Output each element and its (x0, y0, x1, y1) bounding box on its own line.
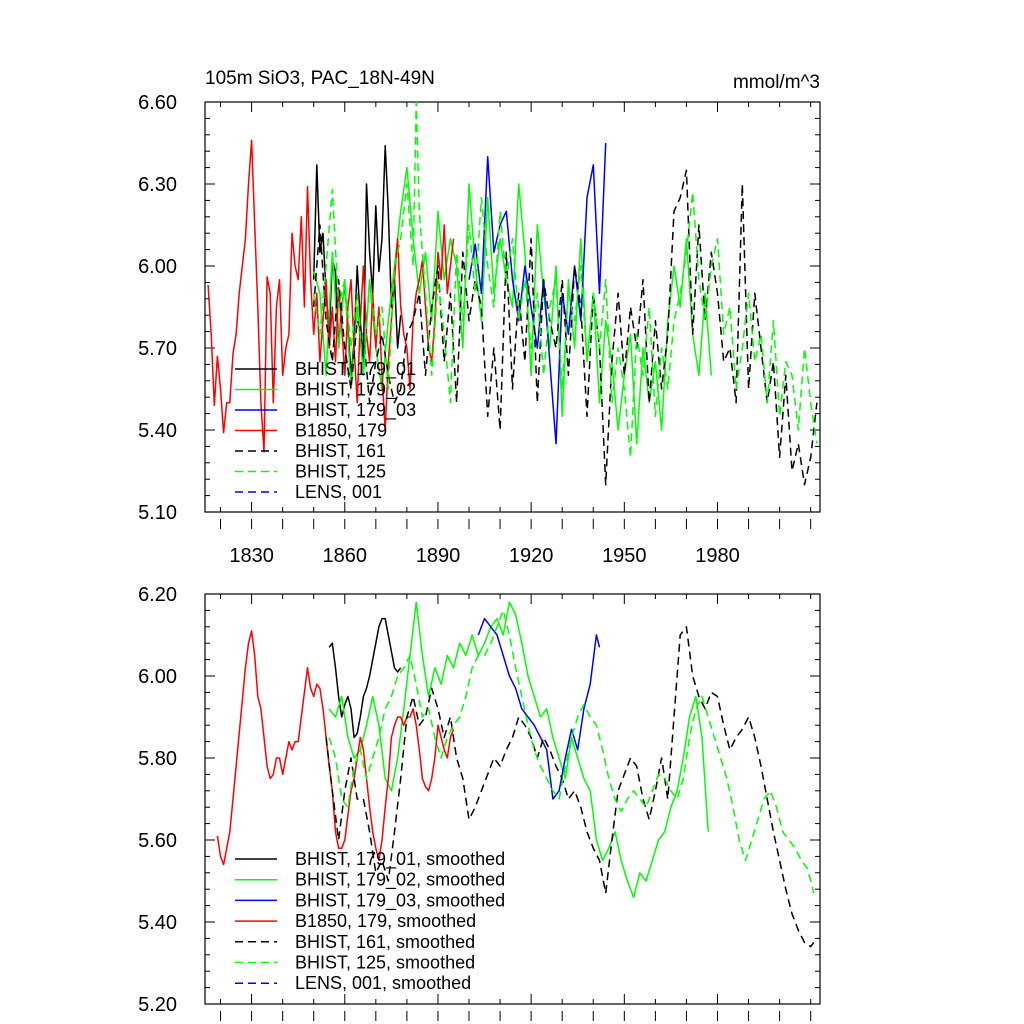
series-group (207, 102, 818, 486)
y-tick-label: 5.40 (138, 420, 177, 442)
series-line (328, 609, 815, 894)
legend-label: BHIST, 179_01 (295, 359, 416, 380)
series-line (328, 617, 402, 739)
series-line (216, 630, 455, 866)
x-tick-label: 1860 (323, 545, 368, 567)
legend-label: LENS, 001, smoothed (295, 973, 471, 993)
legend-label: BHIST, 161 (295, 441, 386, 461)
x-tick-label: 1950 (602, 545, 647, 567)
legend-label: BHIST, 179_03 (295, 400, 416, 421)
top-panel: 5.10 5.40 5.70 6.00 6.30 6.60 1830 1860 1890 1920… (138, 92, 821, 567)
legend-label: BHIST, 179_03, smoothed (295, 890, 505, 911)
y-tick-label: 6.20 (138, 584, 177, 606)
legend-label: BHIST, 125, smoothed (295, 953, 475, 973)
plot-frame (204, 593, 821, 1005)
series-line (312, 102, 818, 459)
x-tick-label: 1830 (229, 545, 274, 567)
x-tick-label: 1920 (509, 545, 554, 567)
legend-label: BHIST, 179_02 (295, 380, 416, 401)
series-line (468, 142, 607, 445)
legend-label: BHIST, 161, smoothed (295, 932, 475, 952)
legend-label: B1850, 179 (295, 421, 387, 441)
y-tick-label: 5.20 (138, 994, 177, 1016)
series-line (328, 601, 709, 899)
plot-frame (204, 101, 821, 513)
series-line (312, 166, 713, 445)
y-tick-label: 6.00 (138, 666, 177, 688)
series-line (312, 144, 402, 377)
y-tick-label: 5.10 (138, 502, 177, 524)
series-group (216, 601, 815, 948)
bottom-panel: 5.20 5.40 5.60 5.80 6.00 6.20 BHIST, 179_01, s… (138, 584, 821, 1021)
legend-label: BHIST, 125 (295, 462, 386, 482)
series-line (207, 139, 455, 453)
y-tick-label: 5.60 (138, 830, 177, 852)
y-tick-label: 5.70 (138, 338, 177, 360)
y-tick-label: 6.00 (138, 256, 177, 278)
y-tick-label: 5.80 (138, 748, 177, 770)
x-tick-label: 1980 (695, 545, 740, 567)
legend-label: BHIST, 179_02, smoothed (295, 870, 505, 891)
series-line (325, 626, 815, 948)
legend-label: BHIST, 179_01, smoothed (295, 849, 505, 870)
legend-label: LENS, 001 (295, 482, 382, 502)
series-line (477, 617, 601, 800)
legend-label: B1850, 179, smoothed (295, 911, 476, 931)
plot-title: 105m SiO3, PAC_18N-49N (205, 68, 435, 89)
y-tick-label: 6.60 (138, 92, 177, 114)
units-label: mmol/m^3 (733, 72, 820, 93)
x-tick-label: 1890 (416, 545, 461, 567)
y-tick-label: 5.40 (138, 912, 177, 934)
y-tick-label: 6.30 (138, 174, 177, 196)
